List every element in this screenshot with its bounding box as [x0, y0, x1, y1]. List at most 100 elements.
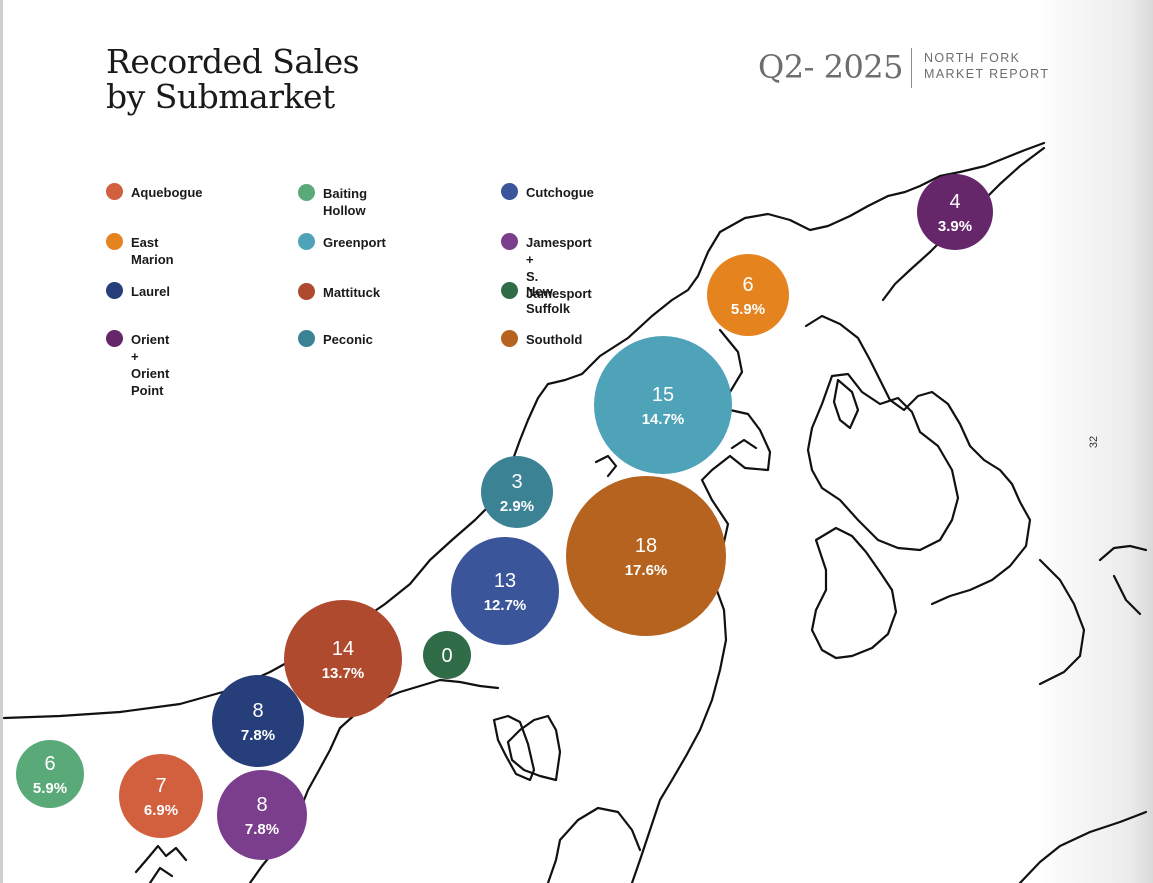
bubble-east-marion: 6 5.9% [707, 254, 789, 336]
bubble-circle-cutchogue [451, 537, 559, 645]
bubble-jamesport: 8 7.8% [217, 770, 307, 860]
bubble-count-aquebogue: 7 [155, 775, 166, 797]
map-shelter-island [806, 372, 960, 552]
bubble-count-southold: 18 [635, 535, 657, 557]
bubble-southold: 18 17.6% [566, 476, 726, 636]
legend-label-east-marion: East Marion [131, 235, 174, 267]
bubble-percent-baiting-hollow: 5.9% [33, 780, 67, 797]
title-line-1: Recorded Sales [106, 42, 360, 81]
page-left-edge [0, 0, 3, 883]
legend-label-orient: Orient + Orient Point [131, 332, 170, 398]
legend-item-east-marion: East Marion [106, 233, 174, 268]
bubble-percent-greenport: 14.7% [642, 411, 685, 428]
bubble-circle-southold [566, 476, 726, 636]
bubble-count-east-marion: 6 [742, 274, 753, 296]
map-peconic-bay [506, 714, 562, 782]
bubble-aquebogue: 7 6.9% [119, 754, 203, 838]
bubble-circle-mattituck [284, 600, 402, 718]
legend-label-aquebogue: Aquebogue [131, 185, 203, 200]
bubble-count-mattituck: 14 [332, 638, 354, 660]
report-quarter: Q2- 2025 [758, 48, 904, 86]
legend-item-baiting-hollow: Baiting Hollow [298, 184, 368, 219]
legend-swatch-cutchogue [501, 183, 518, 200]
bubble-count-new-suffolk: 0 [441, 645, 452, 667]
legend-label-southold: Southold [526, 332, 583, 347]
bubble-count-jamesport: 8 [256, 794, 267, 816]
map-south-fork-shore [546, 806, 642, 883]
map-east-bay [1098, 544, 1148, 616]
legend-label-peconic: Peconic [323, 332, 373, 347]
bubble-circle-baiting-hollow [16, 740, 84, 808]
legend-swatch-baiting-hollow [298, 184, 315, 201]
bubble-percent-orient: 3.9% [938, 218, 972, 235]
bubble-laurel: 8 7.8% [212, 675, 304, 767]
legend-swatch-southold [501, 330, 518, 347]
legend-swatch-jamesport [501, 233, 518, 250]
legend-swatch-east-marion [106, 233, 123, 250]
bubble-percent-laurel: 7.8% [241, 727, 275, 744]
map-north-haven [810, 526, 898, 660]
bubble-circle-greenport [594, 336, 732, 474]
legend-swatch-mattituck [298, 283, 315, 300]
bubble-baiting-hollow: 6 5.9% [16, 740, 84, 808]
legend-label-baiting-hollow: Baiting Hollow [323, 186, 368, 218]
map-east-edge [1038, 558, 1086, 686]
report-label-line-2: MARKET REPORT [924, 67, 1050, 81]
chart-title: Recorded Sales by Submarket [106, 42, 360, 116]
map-bottom-left-marks [134, 844, 188, 883]
bubble-circle-peconic [481, 456, 553, 528]
legend-item-laurel: Laurel [106, 282, 170, 300]
bubble-circle-aquebogue [119, 754, 203, 838]
header-divider [911, 48, 912, 88]
bubble-count-peconic: 3 [511, 471, 522, 493]
legend-item-peconic: Peconic [298, 330, 373, 348]
legend-label-jamesport: Jamesport + S. Jamesport [526, 235, 592, 301]
bubble-percent-peconic: 2.9% [500, 498, 534, 515]
legend-label-greenport: Greenport [323, 235, 386, 250]
legend-swatch-new-suffolk [501, 282, 518, 299]
map-robins-island [492, 714, 536, 782]
bubble-count-orient: 4 [949, 191, 960, 213]
legend-swatch-greenport [298, 233, 315, 250]
bubble-circle-new-suffolk [423, 631, 471, 679]
map-greenport-bay [804, 314, 1032, 606]
bubble-count-cutchogue: 13 [494, 570, 516, 592]
bubble-circle-jamesport [217, 770, 307, 860]
legend-item-aquebogue: Aquebogue [106, 183, 203, 201]
page-fold-shadow [1033, 0, 1153, 883]
legend-swatch-orient [106, 330, 123, 347]
bubble-percent-east-marion: 5.9% [731, 301, 765, 318]
bubble-percent-mattituck: 13.7% [322, 665, 365, 682]
map-east-shore [1018, 810, 1148, 883]
bubble-percent-jamesport: 7.8% [245, 821, 279, 838]
legend-item-orient: Orient + Orient Point [106, 330, 170, 399]
legend-label-new-suffolk: New Suffolk [526, 284, 571, 316]
bubble-cutchogue: 13 12.7% [451, 537, 559, 645]
legend-item-mattituck: Mattituck [298, 283, 380, 301]
bubble-circle-east-marion [707, 254, 789, 336]
legend-item-jamesport: Jamesport + S. Jamesport [501, 233, 592, 302]
bubble-count-laurel: 8 [252, 700, 263, 722]
map-small-island [832, 378, 860, 430]
map-small-marks [594, 438, 758, 478]
bubble-mattituck: 14 13.7% [284, 600, 402, 718]
bubble-peconic: 3 2.9% [481, 456, 553, 528]
bubble-greenport: 15 14.7% [594, 336, 732, 474]
legend-item-new-suffolk: New Suffolk [501, 282, 571, 317]
legend-swatch-laurel [106, 282, 123, 299]
legend-item-cutchogue: Cutchogue [501, 183, 594, 201]
bubble-new-suffolk: 0 [423, 631, 471, 679]
bubble-percent-cutchogue: 12.7% [484, 597, 527, 614]
bubble-circle-laurel [212, 675, 304, 767]
title-line-2: by Submarket [106, 77, 335, 116]
report-label-line-1: NORTH FORK [924, 51, 1021, 65]
report-label: NORTH FORK MARKET REPORT [924, 50, 1049, 82]
bubble-percent-aquebogue: 6.9% [144, 802, 178, 819]
legend-swatch-peconic [298, 330, 315, 347]
legend-label-cutchogue: Cutchogue [526, 185, 594, 200]
bubble-circle-orient [917, 174, 993, 250]
legend-item-southold: Southold [501, 330, 583, 348]
bubble-percent-southold: 17.6% [625, 562, 668, 579]
legend-item-greenport: Greenport [298, 233, 386, 251]
